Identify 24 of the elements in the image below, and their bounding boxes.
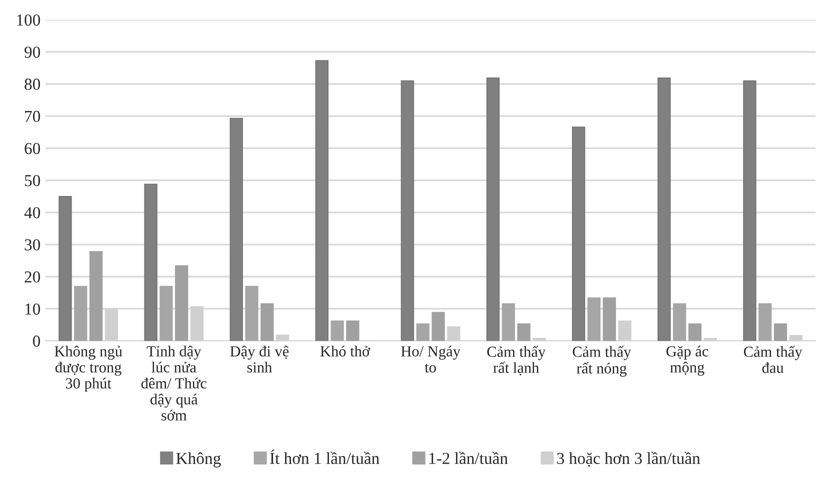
y-tick-label: 80 xyxy=(24,78,40,90)
y-tick-label: 10 xyxy=(25,303,40,315)
y-tick-label: 60 xyxy=(24,142,40,154)
x-tick-label: Cảm thấy rất nóng xyxy=(572,346,632,377)
x-tick-label: Không ngủ được trong 30 phút xyxy=(54,346,122,392)
y-tick-label: 50 xyxy=(24,175,40,186)
x-tick-label: Tỉnh dậy lúc nửa đêm/ Thức dậy quá sớm xyxy=(141,346,206,421)
legend-label: 3 hoặc hơn 3 lần/tuần xyxy=(557,452,700,467)
x-tick-label: Cảm thấy đau xyxy=(744,346,802,373)
x-tick-label: Cảm thấy rất lạnh xyxy=(487,346,546,376)
x-tick-label: Ho/ Ngáy to xyxy=(401,346,460,373)
y-tick-label: 0 xyxy=(32,336,40,347)
y-tick-label: 100 xyxy=(17,14,40,26)
y-tick-label: 30 xyxy=(24,239,40,250)
legend-label: Không xyxy=(176,452,221,468)
y-tick-label: 20 xyxy=(24,271,40,283)
y-tick-label: 70 xyxy=(25,110,40,122)
y-tick-label: 90 xyxy=(24,46,40,58)
y-tick-label: 40 xyxy=(24,207,40,218)
x-tick-label: Khó thở xyxy=(320,346,370,356)
legend-label: 1-2 lần/tuần xyxy=(429,452,508,464)
x-tick-label: Gặp ác mộng xyxy=(666,346,708,376)
legend-label: Ít hơn 1 lần/tuần xyxy=(270,450,380,464)
x-tick-label: Dậy đi vệ sinh xyxy=(230,346,289,373)
